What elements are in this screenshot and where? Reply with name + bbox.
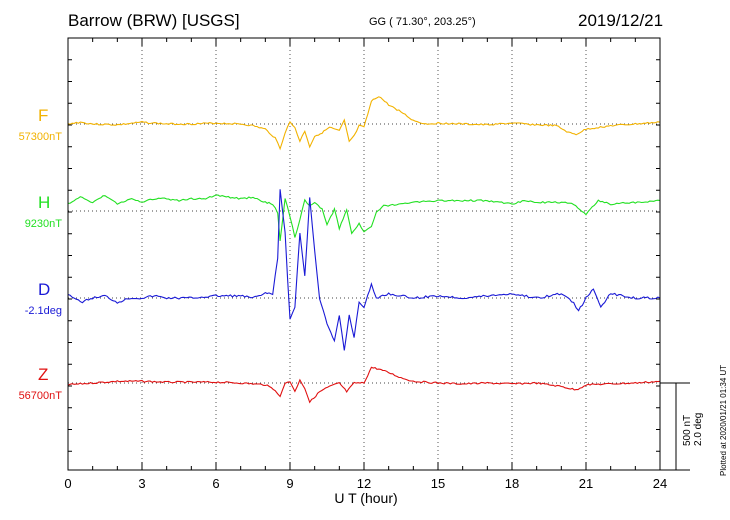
axis-ticks	[67, 38, 661, 470]
x-tick-label: 9	[286, 476, 293, 491]
series-line-Z	[67, 366, 661, 404]
scale-bar: 500 nT 2.0 deg	[660, 382, 704, 471]
series-name-Z: Z	[38, 365, 49, 384]
x-tick-label: 24	[653, 476, 667, 491]
x-tick-label: 0	[64, 476, 71, 491]
x-tick-label: 3	[138, 476, 145, 491]
series-line-F	[67, 96, 661, 151]
x-tick-label: 21	[579, 476, 593, 491]
x-tick-labels: 0 3 6 9 12 15 18 21 24	[64, 476, 667, 491]
grid-lines	[68, 38, 660, 470]
series-baseline-F: 57300nT	[18, 131, 62, 143]
x-tick-label: 18	[505, 476, 519, 491]
series-name-F: F	[38, 106, 49, 125]
series-name-D: D	[38, 280, 51, 299]
scale-nt-label: 500 nT	[682, 415, 693, 446]
series-name-H: H	[38, 193, 51, 212]
plot-date: 2019/12/21	[578, 11, 664, 30]
plotted-timestamp: Plotted at 2020/01/21 01:34 UT	[719, 365, 728, 476]
x-tick-label: 6	[212, 476, 219, 491]
scale-deg-label: 2.0 deg	[693, 413, 704, 446]
x-tick-label: 15	[431, 476, 445, 491]
series-baseline-D: -2.1deg	[24, 305, 62, 317]
series-baseline-Z: 56700nT	[18, 390, 62, 402]
series-line-D	[67, 189, 661, 351]
series-line-H	[67, 194, 661, 241]
x-tick-label: 12	[357, 476, 371, 491]
series-baseline-H: 9230nT	[24, 218, 62, 230]
series-traces	[67, 96, 661, 404]
station-coordinates: GG ( 71.30°, 203.25°)	[369, 16, 476, 28]
station-title: Barrow (BRW) [USGS]	[68, 11, 240, 30]
x-axis-label: U T (hour)	[334, 490, 397, 506]
